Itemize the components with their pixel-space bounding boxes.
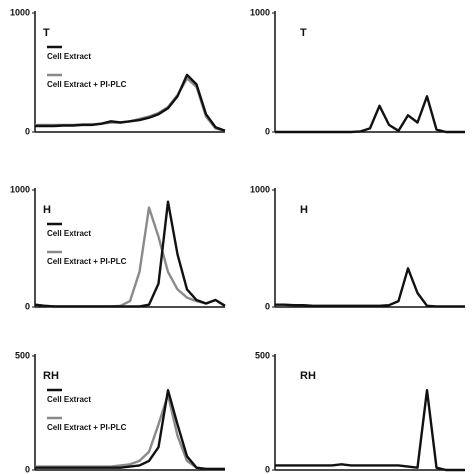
y-tick-label: 0 <box>265 464 270 474</box>
legend-label: Cell Extract <box>47 229 91 238</box>
y-tick-label: 0 <box>25 301 30 311</box>
y-tick-label: 500 <box>15 350 30 360</box>
y-tick-label: 0 <box>265 126 270 136</box>
series-line <box>35 389 225 471</box>
series-line <box>275 389 465 472</box>
panel-label: T <box>43 27 50 39</box>
series-line <box>275 267 465 308</box>
y-tick-label: 1000 <box>10 7 30 17</box>
y-tick-label: 0 <box>25 126 30 136</box>
series-line <box>35 73 226 132</box>
panel-label: H <box>300 204 308 216</box>
legend-label: Cell Extract <box>47 395 91 404</box>
y-tick-label: 0 <box>265 301 270 311</box>
legend-label: Cell Extract + PI-PLC <box>47 80 127 89</box>
y-tick-label: 1000 <box>10 184 30 194</box>
series-line <box>34 200 226 308</box>
panel-label: H <box>43 204 51 216</box>
legend-label: Cell Extract <box>47 52 91 61</box>
panel-label: RH <box>43 370 59 382</box>
y-tick-label: 500 <box>255 350 270 360</box>
y-tick-label: 1000 <box>250 184 270 194</box>
series-line <box>275 95 465 134</box>
y-tick-label: 0 <box>25 464 30 474</box>
legend-label: Cell Extract + PI-PLC <box>47 423 127 432</box>
panel-label: T <box>300 27 307 39</box>
y-tick-label: 1000 <box>250 7 270 17</box>
legend-label: Cell Extract + PI-PLC <box>47 257 127 266</box>
panel-label: RH <box>300 370 316 382</box>
